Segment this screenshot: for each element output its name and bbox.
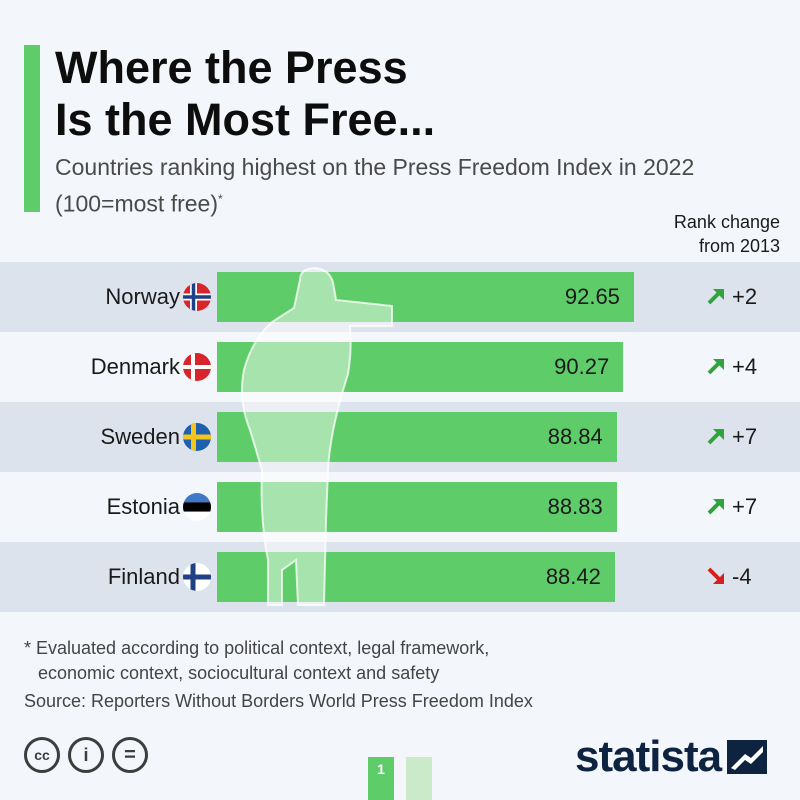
- source-note: Source: Reporters Without Borders World …: [24, 691, 533, 711]
- attribution-icon[interactable]: i: [68, 737, 104, 773]
- rank-change-header-line-1: Rank change: [673, 212, 780, 232]
- estonia-flag-icon: [183, 493, 211, 521]
- rank-change-header: Rank change from 2013: [620, 210, 780, 258]
- license-icons: cc i =: [24, 737, 148, 777]
- arrow-up-right-icon: [707, 289, 724, 305]
- footnote: * Evaluated according to political conte…: [24, 636, 489, 686]
- value-label-finland: 88.42: [545, 564, 601, 589]
- value-label-denmark: 90.27: [554, 354, 610, 379]
- subtitle-footnote-mark: *: [218, 192, 223, 206]
- rank-change-denmark: +4: [706, 332, 757, 402]
- category-label-finland: Finland: [107, 564, 180, 589]
- category-label-sweden: Sweden: [100, 424, 180, 449]
- rank-change-value: -4: [732, 564, 752, 589]
- category-label-norway: Norway: [105, 284, 180, 309]
- arrow-up-right-icon: [707, 429, 724, 445]
- rank-change-estonia: +7: [706, 472, 757, 542]
- rank-change-value: +7: [732, 424, 758, 449]
- attribution-icon-glyph: i: [83, 744, 89, 765]
- subtitle-text: Countries ranking highest on the Press F…: [55, 154, 695, 217]
- rank-change-sweden: +7: [706, 402, 757, 472]
- arrow-down-right-icon: [707, 567, 724, 584]
- category-label-estonia: Estonia: [106, 494, 180, 519]
- footnote-line-2: economic context, sociocultural context …: [38, 663, 440, 683]
- arrow-up-right-icon: [707, 499, 724, 515]
- accent-bar: [24, 45, 40, 212]
- page-title: Where the Press Is the Most Free...: [55, 42, 435, 146]
- value-label-sweden: 88.84: [547, 424, 603, 449]
- rank-change-norway: +2: [706, 262, 757, 332]
- value-label-norway: 92.65: [564, 284, 620, 309]
- statista-logo[interactable]: statista: [575, 732, 768, 781]
- no-derivatives-icon-glyph: =: [124, 743, 136, 766]
- denmark-flag-icon: [183, 353, 211, 381]
- subtitle: Countries ranking highest on the Press F…: [55, 151, 775, 220]
- rank-change-value: +4: [732, 354, 758, 379]
- norway-flag-icon: [183, 283, 211, 311]
- rank-change-header-line-2: from 2013: [698, 236, 780, 256]
- sweden-flag-icon: [183, 423, 211, 451]
- rank-change-finland: -4: [706, 542, 752, 612]
- category-label-denmark: Denmark: [90, 354, 180, 379]
- value-label-estonia: 88.83: [547, 494, 603, 519]
- statista-logo-icon: [727, 740, 768, 774]
- arrow-up-right-icon: [707, 359, 724, 375]
- cc-icon[interactable]: cc: [24, 737, 60, 773]
- finland-flag-icon: [183, 563, 211, 591]
- brand-name: statista: [575, 732, 722, 781]
- title-line-1: Where the Press: [55, 42, 408, 93]
- page-indicator-active[interactable]: 1: [368, 757, 394, 800]
- footnote-line-1: * Evaluated according to political conte…: [24, 638, 490, 658]
- page-indicator-inactive[interactable]: [406, 757, 432, 800]
- title-line-2: Is the Most Free...: [55, 94, 436, 145]
- rank-change-value: +2: [732, 284, 758, 309]
- no-derivatives-icon[interactable]: =: [112, 737, 148, 773]
- cc-icon-glyph: cc: [34, 747, 50, 763]
- rank-change-value: +7: [732, 494, 758, 519]
